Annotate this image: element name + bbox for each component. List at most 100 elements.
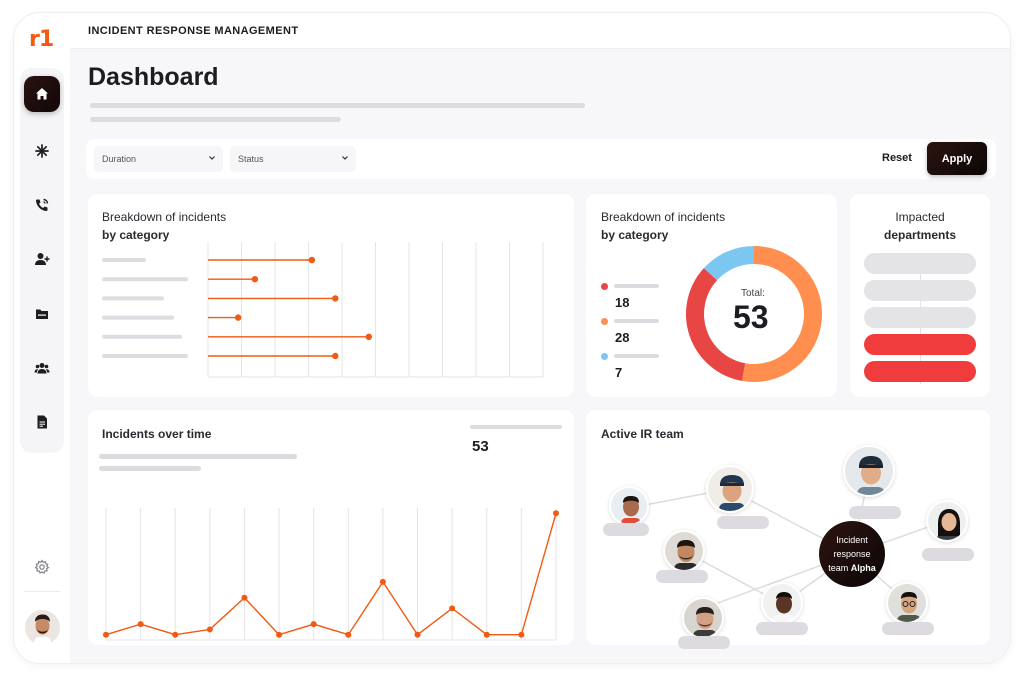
legend-label-placeholder [614,354,659,358]
member-name-placeholder [756,622,808,635]
data-point [172,631,179,638]
team-member-avatar[interactable] [843,445,895,497]
department-bar-impacted[interactable] [864,361,976,382]
gear-icon[interactable] [34,559,50,575]
data-point [483,631,490,638]
folder-icon [36,309,48,319]
nav-files[interactable] [24,296,60,332]
top-bar: INCIDENT RESPONSE MANAGEMENT [70,13,1010,49]
page-title: Dashboard [88,63,219,91]
lollipop-point [365,333,372,340]
donut-slice [703,246,755,281]
chevron-down-icon [342,156,348,160]
legend-value: 7 [615,365,623,380]
add-user-icon [35,253,50,265]
team-center-line3: team [828,563,849,573]
category-label-placeholder [102,354,188,358]
nav-calls[interactable] [24,187,60,223]
category-label-placeholder [102,296,164,301]
subtitle-placeholder [90,103,585,108]
category-label-placeholder [102,277,188,282]
data-point [449,605,456,612]
team-member-avatar[interactable] [609,486,649,526]
reset-button[interactable]: Reset [882,152,912,164]
data-point [206,626,213,633]
asterisk-icon [35,144,49,158]
team-center-node[interactable]: Incident response team Alpha [819,521,885,587]
card-title: Breakdown of incidents by category [102,208,226,244]
nav-teams[interactable] [24,350,60,386]
member-name-placeholder [717,516,769,529]
lollipop-chart [102,242,544,378]
line-chart [103,508,559,641]
card-title: Breakdown of incidents by category [601,208,725,244]
category-label-placeholder [102,258,146,262]
donut-slice [741,246,822,382]
card-title-line2: departments [883,228,957,242]
data-point [241,594,248,601]
team-member-avatar[interactable] [663,530,705,572]
duration-select[interactable]: Duration [94,146,223,172]
donut-slice [686,268,746,381]
data-point [310,621,317,628]
member-name-placeholder [849,506,901,519]
app-logo[interactable]: r1 [29,27,54,52]
team-center-line2: response [833,549,871,559]
filter-bar: Duration Status Reset Apply [86,139,996,179]
nav-reports[interactable] [24,404,60,440]
nav-home[interactable] [24,76,60,112]
department-bar-impacted[interactable] [864,334,976,355]
breakdown-donut-card: Breakdown of incidents by category 18 28 7… [586,194,837,397]
phone-call-icon [36,198,49,211]
category-label-placeholder [102,315,174,320]
data-point [379,578,386,585]
user-avatar[interactable] [25,610,60,645]
legend-dot [601,283,608,290]
avatar-portrait [25,610,60,645]
card-title: Active IR team [601,427,684,441]
department-bar-neutral[interactable] [864,307,976,328]
team-member-avatar[interactable] [926,500,968,542]
department-bar-neutral[interactable] [864,253,976,274]
nav-add-user[interactable] [24,241,60,277]
member-name-placeholder [882,622,934,635]
legend-value: 18 [615,295,630,310]
status-select[interactable]: Status [230,146,356,172]
breakdown-lollipop-card: Breakdown of incidents by category [88,194,574,397]
apply-button[interactable]: Apply [927,142,987,175]
team-member-avatar[interactable] [682,597,724,639]
impacted-departments-card: Impacted departments [850,194,990,397]
lollipop-point [234,314,242,321]
team-member-avatar[interactable] [886,582,928,624]
data-point [345,631,352,638]
app-window: r1 [14,13,1010,663]
team-member-avatar[interactable] [761,582,803,624]
active-team-card: Active IR team [586,410,990,649]
document-icon [37,415,47,429]
series-line [105,513,557,636]
legend-label-placeholder [614,319,659,323]
department-bar-neutral[interactable] [864,280,976,301]
card-title: Incidents over time [102,427,212,441]
team-icon [34,363,50,374]
donut-chart [686,246,822,382]
category-label-placeholder [102,334,182,339]
member-name-placeholder [603,523,649,536]
data-point [414,631,421,638]
team-member-avatar[interactable] [706,465,754,513]
data-point [276,631,283,638]
sidebar-divider [24,591,60,592]
status-select-label: Status [238,154,264,164]
donut-total-label: Total: [741,288,765,299]
data-point [137,621,144,628]
card-title-line1: Breakdown of incidents [601,210,726,224]
nav-incidents[interactable] [24,133,60,169]
data-point [518,631,525,638]
data-point [103,631,109,638]
legend-dot [601,318,608,325]
card-title-line1: Impacted [895,210,945,224]
caption-placeholder [99,454,297,459]
incidents-total: 53 [472,438,489,455]
team-center-line1: Incident [836,535,868,545]
chevron-down-icon [209,156,215,160]
